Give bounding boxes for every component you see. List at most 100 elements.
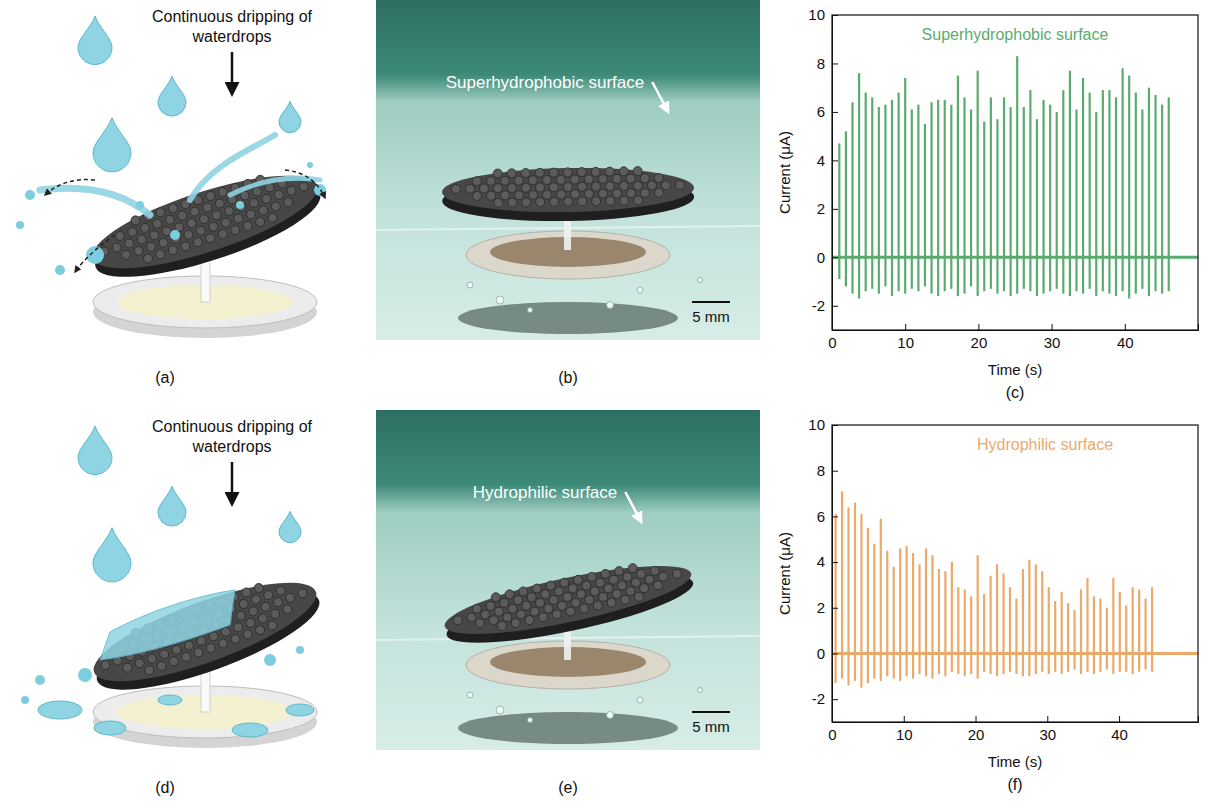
plate-bump [650,566,661,577]
bubble [698,278,703,283]
plate-bump [603,583,614,594]
water-drop [279,511,301,542]
tick-mark [832,160,838,161]
spike [963,97,965,257]
plate-bump [653,580,664,591]
spike [871,97,873,257]
droplet [78,668,92,682]
tick-mark [832,516,838,517]
spike [891,100,893,257]
tick-mark [976,716,977,722]
spike [1119,653,1121,671]
plate-bump [180,241,191,252]
tick: 8 [817,55,838,72]
spike [1022,569,1024,654]
spike [1168,257,1170,291]
arrow [652,82,668,112]
spike [996,653,998,676]
spike [1168,97,1170,257]
spike [996,257,998,293]
spike [970,653,972,674]
plate-bump [595,577,606,588]
tick-label: -2 [812,690,825,707]
spike [1128,257,1130,298]
plate-bump [606,597,617,608]
plate-bump [647,181,656,190]
plate-edge [442,561,698,656]
spike [1041,571,1043,653]
plate-bump [557,600,568,611]
plate-bump [578,197,587,206]
spike [867,528,869,654]
splash [40,188,150,215]
plate-bump [269,608,281,620]
plate-bump [634,196,643,205]
spike [937,257,939,296]
spike [1028,560,1030,654]
tick-label: 30 [1039,726,1056,743]
plot-frame [832,425,1198,722]
tick-mark [832,63,838,64]
plate-bump [619,181,628,190]
spike [1010,257,1012,296]
spike [917,257,919,291]
spike [851,102,853,257]
plate-bump [270,201,281,212]
plate-bump [608,574,619,585]
spike [845,257,847,286]
spike [944,257,946,291]
bubble [637,287,643,293]
plate-bump [494,606,505,617]
plate-bump [504,589,515,600]
tick-mark [832,699,838,700]
plate-bump [565,606,576,617]
plate-bump [136,234,147,245]
plate-bump [563,182,572,191]
splash [230,178,320,195]
plot-area [832,491,1198,687]
plot-frame [832,15,1198,330]
spike [924,257,926,286]
spike [944,571,946,653]
spike [951,653,953,671]
plate-bump [622,571,633,582]
plate-bump [528,176,537,185]
spike [886,653,888,676]
plate-bump [155,207,166,218]
tick-label: 0 [817,645,825,662]
spike [1093,596,1095,653]
plate-bump [250,594,262,606]
water-drop [78,16,112,64]
plate-bump [167,245,178,256]
plate-bump [189,206,200,217]
spike [838,257,840,279]
spike [1086,578,1088,653]
droplet [86,246,104,264]
plate-bump [183,640,195,652]
plate-bump [211,209,222,220]
tick-mark [832,306,838,307]
spike [854,503,856,654]
plate-bump [155,249,166,260]
plate-bump [577,168,586,177]
spike [1036,119,1038,257]
spike [950,257,952,289]
photo: Superhydrophobic surface5 mm [376,0,760,340]
tick-label: 30 [1044,334,1061,351]
tick-label: 40 [1117,334,1134,351]
plate-bump [631,577,642,588]
plate-bump [554,586,565,597]
spike [1125,653,1127,671]
plate-bump [556,175,565,184]
plate-bump [508,198,517,207]
bubble [496,706,504,714]
spike [1035,564,1037,653]
plate-bump [672,568,683,579]
bubble [467,282,473,288]
plot-area [832,56,1198,298]
tick-label: 6 [817,103,825,120]
plate-bump [573,574,584,585]
plate-bump [612,174,621,183]
spike [1054,653,1056,671]
spike [977,71,979,258]
